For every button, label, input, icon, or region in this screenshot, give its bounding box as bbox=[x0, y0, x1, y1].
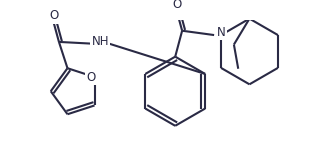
Text: N: N bbox=[217, 26, 226, 39]
Text: O: O bbox=[172, 0, 181, 11]
Text: NH: NH bbox=[92, 35, 109, 48]
Text: O: O bbox=[49, 9, 58, 22]
Text: O: O bbox=[86, 70, 96, 84]
